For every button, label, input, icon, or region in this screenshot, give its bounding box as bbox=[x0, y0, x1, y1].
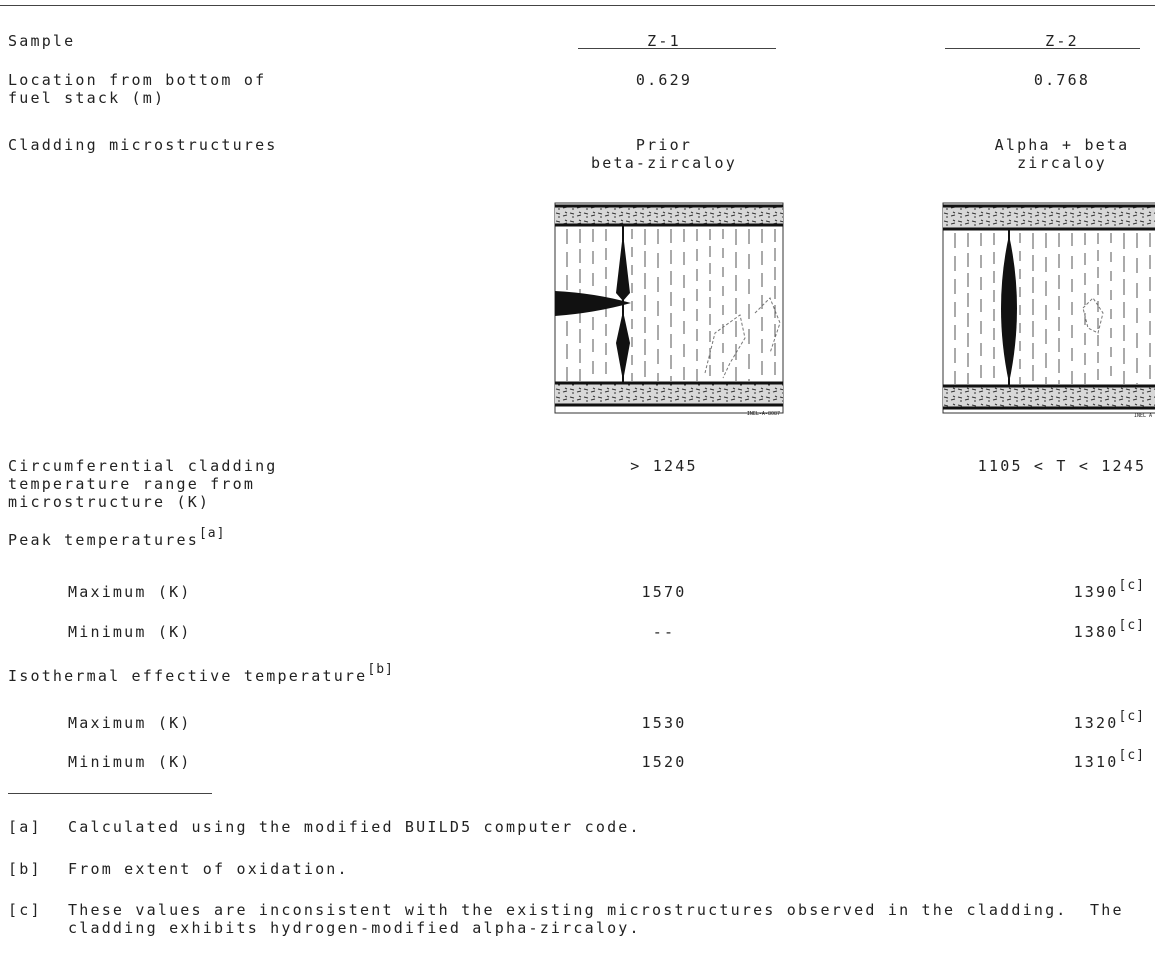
void bbox=[555, 233, 631, 381]
cell: -- bbox=[652, 623, 676, 641]
cell: 0.768 bbox=[1033, 71, 1091, 89]
footnote-mark: [a] bbox=[8, 818, 42, 836]
cell: 0.629 bbox=[635, 71, 693, 89]
cell: 1380[c] bbox=[1073, 618, 1145, 643]
figure-label: INEL-A-8087 bbox=[746, 411, 780, 417]
row-label-text: Peak temperatures bbox=[8, 531, 199, 549]
cell: 1570 bbox=[641, 583, 687, 601]
note-mark: [c] bbox=[1118, 618, 1145, 633]
row-label: Maximum (K) bbox=[68, 583, 192, 601]
footnote-mark: [c] bbox=[8, 901, 42, 919]
oxide-band bbox=[555, 205, 783, 225]
cell: zircaloy bbox=[1017, 154, 1107, 172]
grain-outline bbox=[1082, 297, 1104, 334]
row-label: Minimum (K) bbox=[68, 623, 192, 641]
oxide-band bbox=[943, 386, 1155, 408]
column-header: Z-2 bbox=[1045, 32, 1079, 50]
row-label: Peak temperatures[a] bbox=[8, 526, 225, 551]
row-label: Isothermal effective temperature[b] bbox=[8, 662, 394, 687]
column-underline bbox=[578, 48, 776, 49]
column-header: Z-1 bbox=[647, 32, 681, 50]
row-label-text: Isothermal effective temperature bbox=[8, 667, 368, 685]
cell-text: 1310 bbox=[1073, 753, 1119, 771]
oxide-band bbox=[555, 383, 783, 405]
cell: 1310[c] bbox=[1073, 748, 1145, 773]
band-edge bbox=[943, 204, 1155, 410]
figure-z1 bbox=[554, 202, 784, 414]
void bbox=[1001, 235, 1017, 383]
row-label: microstructure (K) bbox=[8, 493, 211, 511]
header-label: Sample bbox=[8, 32, 76, 50]
row-label: Maximum (K) bbox=[68, 714, 192, 732]
cell: Prior bbox=[635, 136, 693, 154]
row-label: Location from bottom of bbox=[8, 71, 267, 89]
row-label: fuel stack (m) bbox=[8, 89, 166, 107]
top-rule bbox=[0, 5, 1155, 6]
oxide-band bbox=[943, 205, 1155, 229]
cell: > 1245 bbox=[630, 457, 698, 475]
row-label: Cladding microstructures bbox=[8, 136, 278, 154]
note-mark: [c] bbox=[1118, 578, 1145, 593]
cell-text: 1390 bbox=[1073, 583, 1119, 601]
row-label: Circumferential cladding bbox=[8, 457, 278, 475]
note-mark: [c] bbox=[1118, 748, 1145, 763]
band-edge bbox=[555, 204, 783, 407]
figure-frame bbox=[942, 202, 1155, 414]
footnote-text: From extent of oxidation. bbox=[68, 860, 349, 878]
figure-z2 bbox=[942, 202, 1155, 414]
note-mark: [b] bbox=[367, 662, 394, 677]
cell: 1320[c] bbox=[1073, 709, 1145, 734]
cell-text: 1380 bbox=[1073, 623, 1119, 641]
row-label: temperature range from bbox=[8, 475, 256, 493]
footnote-text: cladding exhibits hydrogen-modified alph… bbox=[68, 919, 641, 937]
note-mark: [c] bbox=[1118, 709, 1145, 724]
cell: 1530 bbox=[641, 714, 687, 732]
cell: beta-zircaloy bbox=[591, 154, 737, 172]
row-label: Minimum (K) bbox=[68, 753, 192, 771]
grain-outline bbox=[704, 297, 781, 379]
footnote-mark: [b] bbox=[8, 860, 42, 878]
cell: 1390[c] bbox=[1073, 578, 1145, 603]
figure-label: INEL A bbox=[1133, 413, 1152, 419]
column-underline bbox=[945, 48, 1140, 49]
footnote-text: These values are inconsistent with the e… bbox=[68, 901, 1124, 919]
cell: 1520 bbox=[641, 753, 687, 771]
grain-lines bbox=[954, 233, 1151, 384]
cell: 1105 < T < 1245 bbox=[977, 457, 1147, 475]
footnote-text: Calculated using the modified BUILD5 com… bbox=[68, 818, 641, 836]
cell-text: 1320 bbox=[1073, 714, 1119, 732]
cell: Alpha + beta bbox=[994, 136, 1130, 154]
footnote-rule bbox=[8, 793, 212, 794]
note-mark: [a] bbox=[198, 526, 226, 541]
